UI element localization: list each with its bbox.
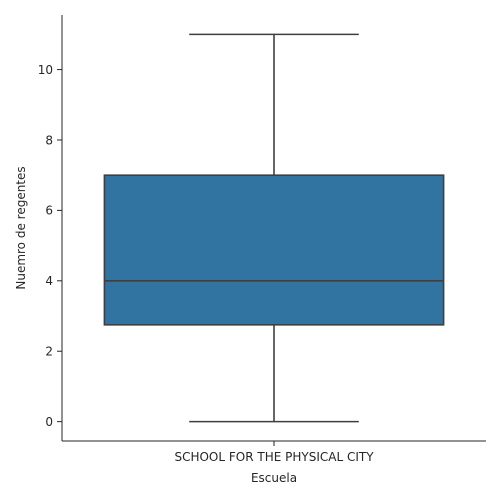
- y-tick-label: 0: [45, 415, 53, 429]
- y-axis-ticks: 0 2 4 6 8 10: [38, 63, 62, 429]
- x-axis-ticks: SCHOOL FOR THE PHYSICAL CITY: [174, 441, 374, 464]
- y-tick-label: 10: [38, 63, 53, 77]
- box-iqr: [103, 174, 445, 326]
- plot-area: [103, 33, 445, 423]
- x-tick-label: SCHOOL FOR THE PHYSICAL CITY: [174, 450, 374, 464]
- y-tick-label: 8: [45, 133, 53, 147]
- y-tick-label: 4: [45, 274, 53, 288]
- y-tick-label: 2: [45, 345, 53, 359]
- x-axis-label: Escuela: [251, 471, 297, 485]
- y-axis-label: Nuemro de regentes: [14, 166, 28, 289]
- y-tick-label: 6: [45, 204, 53, 218]
